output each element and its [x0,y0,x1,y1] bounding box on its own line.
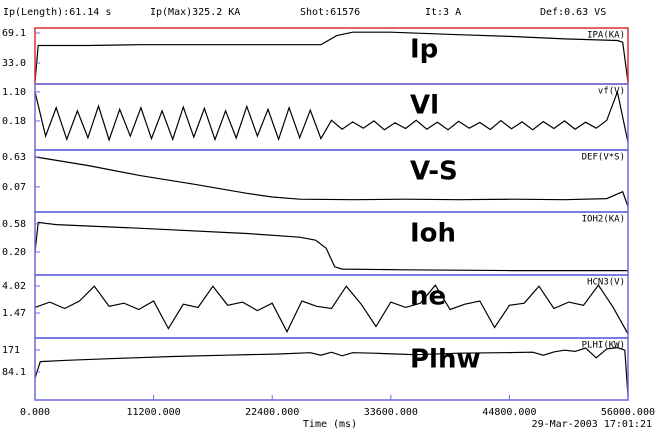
y-tick-label: 0.07 [2,182,26,193]
header-item: It:3 A [425,7,461,18]
x-tick-label: 0.000 [20,407,50,418]
panel-frame [34,274,629,339]
annotation: Ip [410,35,438,65]
signal-line [34,221,628,272]
x-tick-label: 44800.000 [482,407,536,418]
annotation: V-S [410,157,458,187]
timestamp: 29-Mar-2003 17:01:21 [532,419,652,430]
channel-label: HCN3(V) [587,278,625,288]
annotation: Vl [410,91,439,121]
panel-frame [34,337,629,401]
channel-label: IPA(KA) [587,31,625,41]
y-tick-label: 1.47 [2,308,26,319]
signal-line [34,346,629,396]
annotation: ne [410,282,446,312]
signal-line [34,156,629,207]
channel-label: DEF(V*S) [582,153,625,163]
y-tick-label: 0.18 [2,116,26,127]
signal-line [34,89,629,143]
panel-frame [34,27,629,85]
header-item: Ip(Max)325.2 KA [150,7,240,18]
signal-line [34,31,629,83]
x-tick-label: 22400.000 [245,407,299,418]
x-tick-label: 33600.000 [364,407,418,418]
panel-frame [34,211,629,276]
y-tick-label: 84.1 [2,367,26,378]
annotation: Ioh [410,219,456,249]
y-tick-label: 1.10 [2,87,26,98]
y-tick-label: 0.63 [2,152,26,163]
y-tick-label: 69.1 [2,28,26,39]
y-tick-label: 0.20 [2,247,26,258]
x-tick-label: 11200.000 [127,407,181,418]
panel-frame [34,83,629,151]
x-axis-label: Time (ms) [303,419,357,430]
header-item: Ip(Length):61.14 s [3,7,111,18]
signal-line [34,284,629,335]
header-item: Shot:61576 [300,7,360,18]
panel-frame [34,149,629,213]
channel-label: vf(V) [598,87,625,97]
channel-label: IOH2(KA) [582,215,625,225]
y-tick-label: 4.02 [2,281,26,292]
annotation: Plhw [410,345,481,375]
x-tick-label: 56000.000 [601,407,655,418]
y-tick-label: 33.0 [2,58,26,69]
y-tick-label: 0.58 [2,219,26,230]
y-tick-label: 171 [2,345,20,356]
header-item: Def:0.63 VS [540,7,606,18]
channel-label: PLHI(KW) [582,341,625,351]
